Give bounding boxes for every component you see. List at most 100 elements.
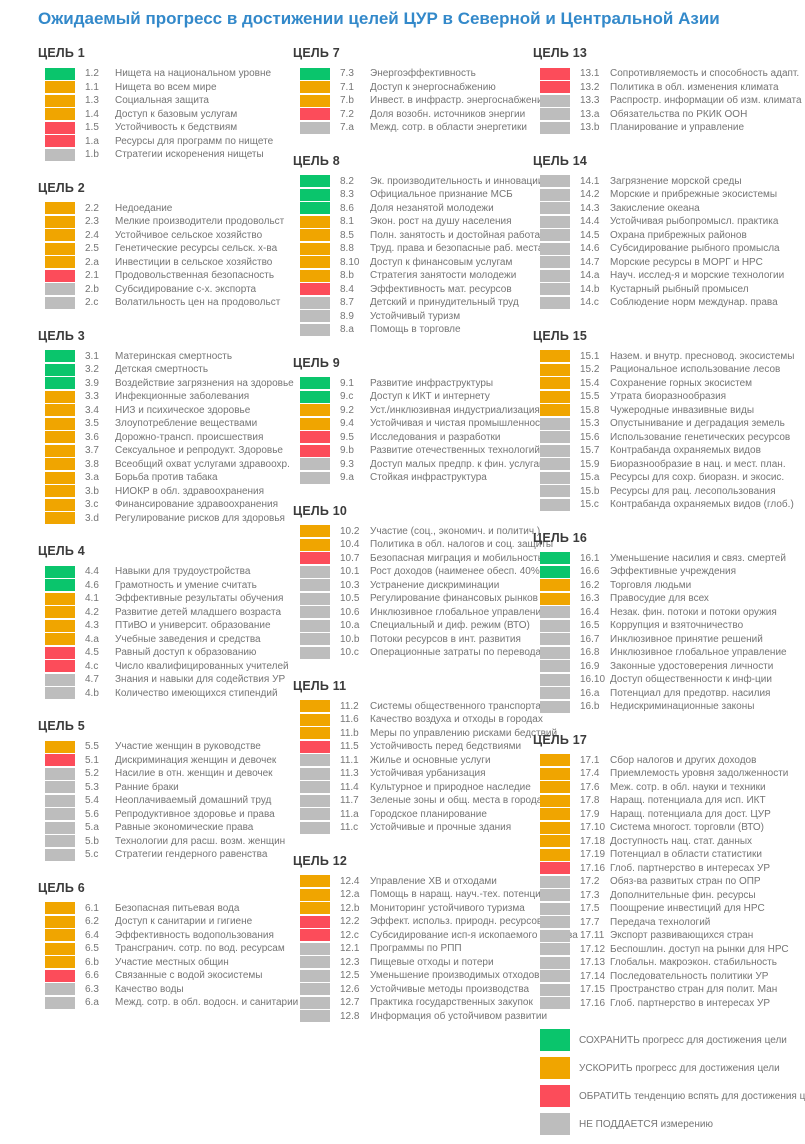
goal-title: ЦЕЛЬ 15 (533, 328, 588, 343)
indicator-code: 12.a (340, 889, 360, 901)
status-swatch-none (540, 929, 570, 942)
indicator-row: 17.2 Обяз-ва развитых стран по ОПР (533, 875, 787, 889)
indicator-row: 17.11 Экспорт развивающихся стран (533, 929, 787, 943)
status-swatch-none (300, 323, 330, 336)
indicator-label: ПТиВО и университ. образование (115, 620, 271, 632)
indicator-row: 14.b Кустарный рыбный промысел (533, 283, 787, 297)
indicator-label: Политика в обл. налогов и соц. защиты (370, 539, 554, 551)
indicator-row: 17.1 Сбор налогов и других доходов (533, 754, 787, 768)
status-swatch-none (540, 700, 570, 713)
indicator-code: 11.7 (340, 795, 359, 807)
indicator-code: 16.6 (580, 566, 600, 578)
indicator-code: 5.2 (85, 768, 99, 780)
status-swatch-accelerate (300, 902, 330, 915)
indicator-list: 14.1 Загрязнение морской среды 14.2 Морские… (533, 175, 787, 310)
status-legend: СОХРАНИТЬ прогресс для достижения цели УС… (533, 1029, 805, 1135)
indicator-code: 11.c (340, 822, 359, 834)
indicator-row: 11.3 Устойчивая урбанизация (293, 767, 547, 781)
status-swatch-keep (540, 565, 570, 578)
indicator-row: 17.16 Глоб. партнерство в интересах УР (533, 997, 787, 1011)
indicator-row: 10.6 Инклюзивное глобальное управление (293, 606, 547, 620)
status-swatch-none (300, 767, 330, 780)
indicator-row: 2.1 Продовольственная безопасность (38, 269, 292, 283)
indicator-code: 10.2 (340, 525, 360, 537)
indicator-row: 13.2 Политика в обл. изменения климата (533, 81, 787, 95)
indicator-label: Инвест. в инфрастр. энергоснабжения (370, 95, 548, 107)
status-swatch-accelerate (540, 835, 570, 848)
indicator-row: 4.c Число квалифицированных учителей (38, 660, 292, 674)
status-swatch-none (300, 579, 330, 592)
status-swatch-accelerate (45, 417, 75, 430)
indicator-code: 4.c (85, 660, 99, 672)
indicator-row: 4.b Количество имеющихся стипендий (38, 687, 292, 701)
status-swatch-none (300, 458, 330, 471)
indicator-code: 2.3 (85, 216, 99, 228)
status-swatch-none (540, 121, 570, 134)
indicator-row: 11.4 Культурное и природное наследие (293, 781, 547, 795)
indicator-label: Помощь в торговле (370, 324, 461, 336)
indicator-row: 13.b Планирование и управление (533, 121, 787, 135)
indicator-list: 16.1 Уменьшение насилия и связ. смертей 16… (533, 552, 787, 714)
indicator-label: Меж. сотр. в обл. науки и техники (610, 781, 766, 793)
status-swatch-none (540, 444, 570, 457)
status-swatch-keep (540, 552, 570, 565)
status-swatch-none (540, 997, 570, 1010)
indicator-code: 1.b (85, 149, 99, 161)
status-swatch-accelerate (300, 700, 330, 713)
indicator-row: 16.a Потенциал для предотвр. насилия (533, 687, 787, 701)
indicator-row: 6.b Участие местных общин (38, 956, 292, 970)
indicator-label: Грамотность и умение считать (115, 579, 257, 591)
status-swatch-accelerate (540, 848, 570, 861)
indicator-label: НИЗ и психическое здоровье (115, 404, 251, 416)
indicator-list: 11.2 Системы общественного транспорта 11.6… (293, 700, 557, 835)
status-swatch-none (540, 269, 570, 282)
indicator-code: 2.4 (85, 229, 99, 241)
indicator-row: 7.1 Доступ к энергоснабжению (293, 81, 547, 95)
status-swatch-none (540, 485, 570, 498)
indicator-code: 17.13 (580, 957, 606, 969)
indicator-code: 16.4 (580, 606, 600, 618)
indicator-row: 15.b Ресурсы для рац. лесопользования (533, 485, 787, 499)
indicator-code: 3.6 (85, 431, 99, 443)
indicator-row: 15.5 Утрата биоразнообразия (533, 390, 787, 404)
status-swatch-none (45, 781, 75, 794)
status-swatch-accelerate (540, 808, 570, 821)
indicator-label: Неоплачиваемый домашний труд (115, 795, 272, 807)
indicator-row: 12.1 Программы по РПП (293, 942, 547, 956)
indicator-label: Нищета во всем мире (115, 81, 217, 93)
indicator-row: 5.4 Неоплачиваемый домашний труд (38, 794, 292, 808)
indicator-row: 8.7 Детский и принудительный труд (293, 296, 547, 310)
indicator-code: 17.12 (580, 943, 606, 955)
goal-title: ЦЕЛЬ 14 (533, 153, 588, 168)
legend-swatch-keep (540, 1029, 570, 1051)
indicator-row: 2.c Волатильность цен на продовольст (38, 296, 292, 310)
indicator-row: 7.b Инвест. в инфрастр. энергоснабжения (293, 94, 548, 108)
status-swatch-accelerate (45, 202, 75, 215)
indicator-label: Равные экономические права (115, 822, 254, 834)
indicator-row: 2.5 Генетические ресурсы сельск. х-ва (38, 242, 292, 256)
indicator-row: 12.4 Управление ХВ и отходами (293, 875, 547, 889)
status-swatch-none (540, 956, 570, 969)
indicator-label: Эффективность водопользования (115, 929, 274, 941)
indicator-row: 2.b Субсидирование с-х. экспорта (38, 283, 292, 297)
indicator-row: 12.b Мониторинг устойчивого туризма (293, 902, 547, 916)
indicator-code: 10.4 (340, 539, 360, 551)
indicator-row: 1.5 Устойчивость к бедствиям (38, 121, 292, 135)
indicator-label: Уменьшение насилия и связ. смертей (610, 552, 786, 564)
status-swatch-accelerate (45, 606, 75, 619)
indicator-label: Культурное и природное наследие (370, 781, 531, 793)
indicator-code: 16.10 (580, 674, 606, 686)
indicator-row: 8.a Помощь в торговле (293, 323, 547, 337)
indicator-code: 15.6 (580, 431, 600, 443)
indicator-code: 6.3 (85, 983, 99, 995)
indicator-row: 1.3 Социальная защита (38, 94, 292, 108)
indicator-row: 17.5 Поощрение инвестиций для НРС (533, 902, 787, 916)
indicator-row: 12.5 Уменьшение производимых отходов (293, 969, 547, 983)
indicator-label: Эффективные учреждения (610, 566, 737, 578)
indicator-code: 12.3 (340, 956, 360, 968)
indicator-code: 16.8 (580, 647, 600, 659)
indicator-row: 15.3 Опустынивание и деградация земель (533, 417, 787, 431)
status-swatch-accelerate (45, 471, 75, 484)
indicator-code: 12.2 (340, 916, 360, 928)
status-swatch-none (540, 471, 570, 484)
